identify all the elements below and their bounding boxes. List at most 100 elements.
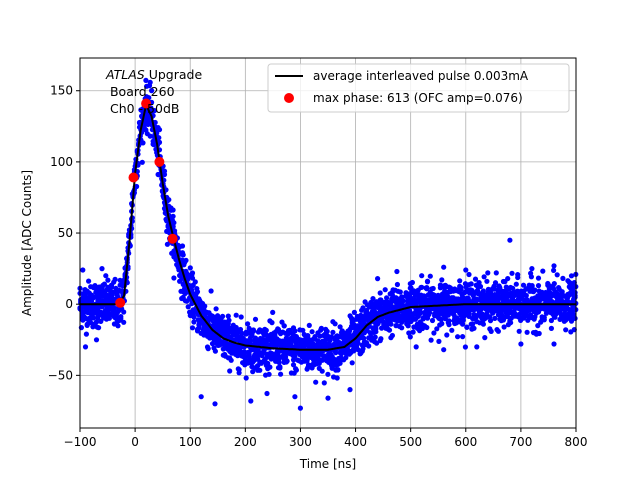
sample-point — [91, 315, 97, 321]
sample-point — [424, 324, 430, 331]
sample-point — [488, 328, 494, 334]
atlas-annotation: ATLAS Upgrade Board 260 Ch0 - 50dB — [105, 67, 202, 116]
sample-point — [117, 277, 123, 283]
sample-point — [189, 270, 196, 276]
max-phase-point — [128, 172, 139, 183]
sample-point — [439, 277, 445, 283]
sample-point — [140, 140, 146, 146]
sample-point — [189, 287, 195, 293]
sample-point — [430, 285, 436, 292]
sample-point — [139, 159, 145, 165]
sample-point — [568, 273, 575, 279]
sample-point — [572, 290, 578, 296]
x-tick-label: 500 — [399, 435, 422, 449]
sample-point — [118, 314, 124, 320]
annotation-atlas: ATLAS — [105, 67, 145, 82]
sample-point — [424, 285, 430, 291]
sample-point — [446, 318, 452, 324]
sample-point — [187, 265, 193, 271]
sample-point — [439, 321, 445, 327]
sample-point — [115, 323, 121, 329]
sample-point — [480, 321, 486, 327]
sample-point — [180, 252, 186, 258]
sample-point — [349, 360, 355, 366]
sample-point — [149, 88, 155, 94]
sample-point — [406, 330, 412, 336]
sample-point — [93, 319, 100, 325]
annotation-line-1: ATLAS Upgrade — [105, 67, 202, 82]
plot-frame — [79, 57, 577, 429]
sample-point — [460, 321, 466, 327]
annotation-line-2: Board 260 — [106, 84, 175, 99]
sample-point — [170, 213, 176, 219]
sample-point — [93, 337, 100, 343]
sample-point — [518, 341, 524, 347]
sample-point — [225, 313, 231, 319]
sample-points — [77, 77, 579, 411]
sample-point — [476, 280, 482, 286]
sample-point — [170, 207, 176, 213]
sample-point — [209, 341, 216, 347]
x-axis-label: Time [ns] — [299, 457, 356, 471]
average-pulse — [80, 102, 576, 351]
sample-point — [560, 275, 566, 281]
y-tick-label: −50 — [48, 368, 73, 382]
sample-point — [466, 271, 472, 278]
sample-point — [292, 394, 298, 400]
sample-point — [548, 317, 555, 324]
sample-point — [250, 327, 256, 333]
sample-point — [495, 328, 501, 334]
sample-point — [267, 364, 273, 370]
sample-point — [337, 324, 343, 330]
sample-point — [220, 313, 226, 319]
sample-point — [457, 278, 463, 284]
sample-point — [257, 367, 263, 373]
sample-point — [492, 315, 498, 321]
sample-point — [360, 305, 366, 311]
sample-point — [171, 220, 177, 226]
y-tick-label: 50 — [58, 226, 73, 240]
sample-point — [410, 329, 416, 335]
sample-point — [185, 304, 191, 310]
sample-point — [105, 277, 111, 283]
sample-point — [535, 283, 542, 289]
sample-point — [523, 292, 529, 299]
sample-point — [208, 288, 214, 294]
sample-point — [572, 294, 578, 300]
sample-point — [292, 328, 298, 334]
sample-point — [213, 306, 219, 312]
sample-point — [306, 322, 312, 328]
sample-point — [427, 310, 433, 316]
sample-point — [156, 127, 163, 133]
sample-point — [202, 303, 208, 309]
sample-point — [563, 327, 569, 333]
sample-point — [474, 344, 480, 350]
sample-point — [334, 375, 340, 381]
sample-point — [509, 270, 515, 276]
x-tick-label: 0 — [131, 435, 139, 449]
sample-point — [513, 281, 519, 287]
sample-point — [228, 357, 234, 363]
sample-point — [300, 327, 306, 333]
sample-point — [394, 268, 400, 275]
sample-point — [529, 283, 535, 289]
sample-point — [328, 334, 335, 340]
sample-point — [233, 312, 239, 318]
sample-point — [309, 329, 315, 335]
y-axis-label: Amplitude [ADC Counts] — [20, 170, 34, 316]
sample-point — [515, 272, 521, 278]
sample-point — [318, 325, 324, 331]
x-tick-label: 600 — [454, 435, 477, 449]
sample-point — [551, 267, 557, 273]
sample-point — [179, 243, 186, 249]
sample-point — [532, 287, 538, 293]
sample-point — [247, 337, 254, 344]
sample-point — [333, 350, 339, 356]
sample-point — [548, 325, 555, 331]
sample-point — [370, 296, 376, 302]
sample-point — [161, 171, 168, 178]
sample-point — [88, 320, 94, 326]
sample-point — [324, 328, 330, 334]
sample-point — [360, 346, 366, 352]
sample-point — [164, 241, 170, 247]
